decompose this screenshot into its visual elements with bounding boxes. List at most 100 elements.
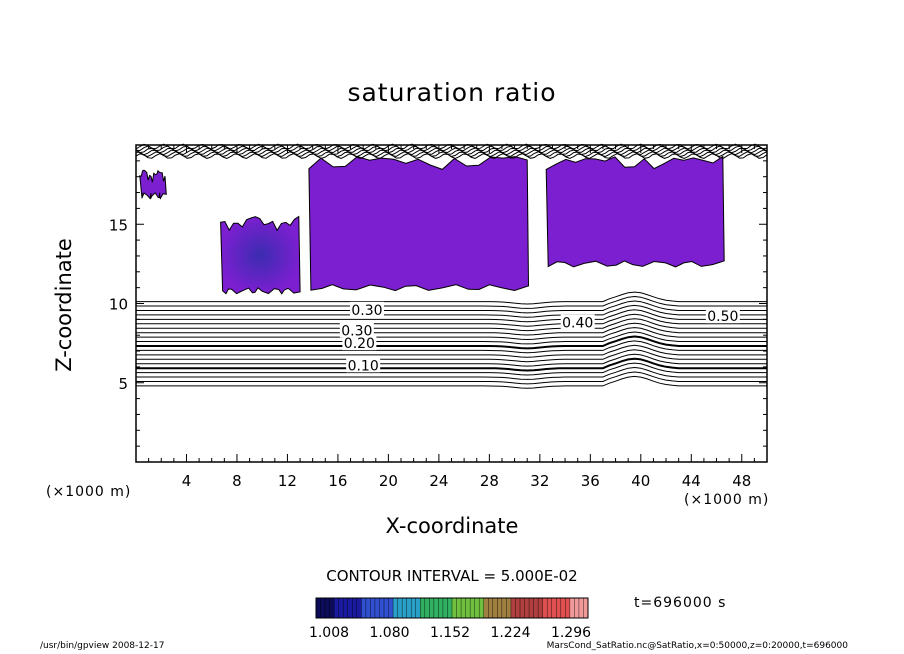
colorbar-cell: [456, 598, 462, 618]
contour-label: 0.40: [562, 316, 593, 332]
contour-label-bg: [346, 357, 381, 373]
x-tick-label: 44: [682, 472, 701, 490]
x-axis-label: X-coordinate: [385, 514, 519, 538]
contour-line: [136, 300, 767, 314]
footer-right: MarsCond_SatRatio.nc@SatRatio,x=0:50000,…: [546, 641, 848, 651]
colorbar-tick-label: 1.008: [309, 625, 349, 641]
contour-line: [136, 331, 767, 345]
colorbar-tick-label: 1.224: [490, 625, 530, 641]
contour-label: 0.20: [344, 336, 375, 352]
colorbar-cell: [442, 598, 448, 618]
x-unit-right: (×1000 m): [684, 492, 770, 508]
colorbar-cell: [352, 598, 358, 618]
colorbar-cell: [447, 598, 453, 618]
z-tick-label: 5: [118, 375, 128, 393]
contour-line: [136, 304, 767, 318]
contour-line: [136, 353, 767, 367]
colorbar-cell: [406, 598, 412, 618]
colorbar-cell: [365, 598, 371, 618]
x-tick-label: 40: [631, 472, 650, 490]
contour-line: [136, 344, 767, 358]
colorbar-cell: [501, 598, 507, 618]
x-tick-label: 48: [732, 472, 751, 490]
colorbar-cell: [492, 598, 498, 618]
colorbar-frame: [315, 597, 589, 619]
x-tick-label: 24: [429, 472, 448, 490]
colorbar-cell: [415, 598, 421, 618]
colorbar-cell: [343, 598, 349, 618]
colorbar-cell: [533, 598, 539, 618]
colorbar-cell: [361, 598, 367, 618]
colorbar-cell: [411, 598, 417, 618]
x-tick-label: 16: [328, 472, 347, 490]
colorbar-cell: [397, 598, 403, 618]
colorbar-cell: [374, 598, 380, 618]
contour-line: [136, 327, 767, 341]
z-tick-label: 10: [109, 296, 128, 314]
footer-left: /usr/bin/gpview 2008-12-17: [40, 641, 165, 651]
contour-label-bg: [349, 301, 384, 317]
colorbar-cell: [578, 598, 584, 618]
contour-line: [136, 371, 767, 385]
colorbar-cell: [465, 598, 471, 618]
colorbar-cell: [547, 598, 553, 618]
colorbar-cell: [329, 598, 335, 618]
colorbar-tick-label: 1.296: [551, 625, 591, 641]
supersaturated-region: [308, 155, 530, 292]
contour-label-bg: [560, 314, 595, 330]
contour-line: [136, 291, 767, 305]
colorbar-cell: [320, 598, 326, 618]
contour-line: [136, 366, 767, 380]
colorbar-cell: [388, 598, 394, 618]
colorbar-cell: [488, 598, 494, 618]
supersaturated-region: [139, 169, 167, 200]
contour-label: 0.50: [707, 309, 738, 325]
contour-line: [136, 335, 767, 350]
colorbar-cell: [316, 598, 322, 618]
x-tick-label: 32: [530, 472, 549, 490]
colorbar-cell: [429, 598, 435, 618]
colorbar-cell: [524, 598, 530, 618]
contour-line: [136, 340, 767, 354]
contour-line: [136, 322, 767, 336]
colorbar-cell: [565, 598, 571, 618]
x-tick-label: 12: [278, 472, 297, 490]
colorbar-cell: [433, 598, 439, 618]
colorbar-cell: [483, 598, 489, 618]
top-contour-line: [135, 149, 768, 156]
time-label: t=696000 s: [634, 595, 727, 611]
contour-label-bg: [342, 335, 377, 351]
chart-title: saturation ratio: [347, 78, 557, 107]
top-contour-line: [135, 151, 768, 158]
z-tick-label: 15: [109, 216, 128, 234]
contour-line: [136, 362, 767, 376]
top-contour-line: [135, 147, 768, 154]
contour-interval-label: CONTOUR INTERVAL = 5.000E-02: [326, 567, 578, 585]
colorbar-cell: [470, 598, 476, 618]
contour-line: [136, 313, 767, 327]
supersaturated-region: [545, 155, 725, 268]
colorbar-cell: [556, 598, 562, 618]
colorbar-cell: [497, 598, 503, 618]
colorbar-cell: [384, 598, 390, 618]
colorbar-cell: [551, 598, 557, 618]
x-tick-label: 4: [182, 472, 192, 490]
contour-line: [136, 375, 767, 389]
x-tick-label: 36: [581, 472, 600, 490]
colorbar-cell: [574, 598, 580, 618]
colorbar-cell: [560, 598, 566, 618]
colorbar-cell: [515, 598, 521, 618]
contour-line: [136, 357, 767, 372]
contour-label-bg: [339, 322, 374, 338]
colorbar-cell: [438, 598, 444, 618]
x-unit-left: (×1000 m): [46, 484, 132, 500]
colorbar-cell: [402, 598, 408, 618]
colorbar-cell: [461, 598, 467, 618]
contour-label-bg: [705, 308, 740, 324]
colorbar-cell: [370, 598, 376, 618]
contour-line: [136, 349, 767, 363]
colorbar-cell: [347, 598, 353, 618]
colorbar-cell: [542, 598, 548, 618]
contour-line: [136, 318, 767, 332]
